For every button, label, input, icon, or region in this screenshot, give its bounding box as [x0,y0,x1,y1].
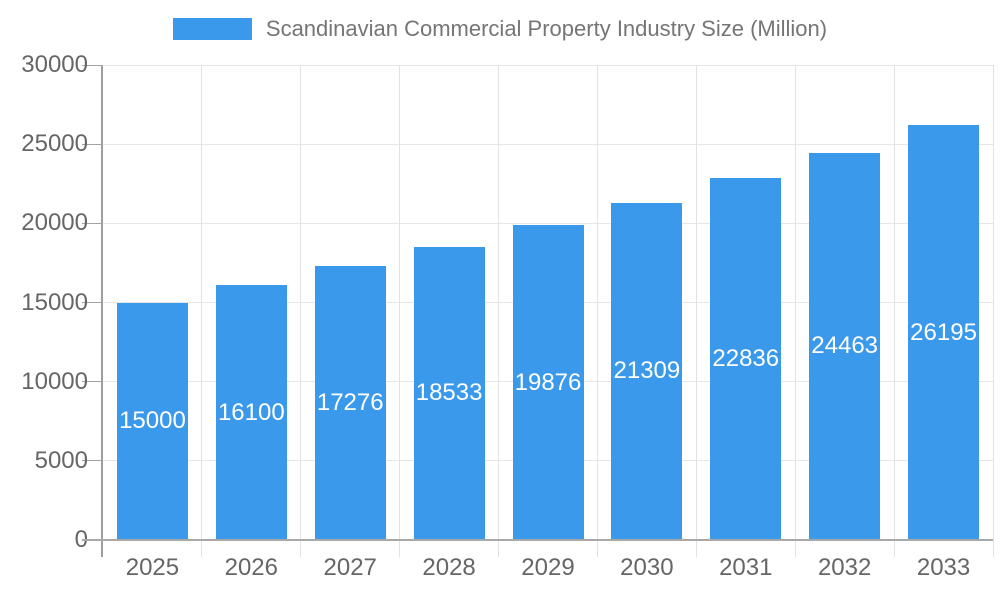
plot-area: 15000 16100 17276 18533 19876 21309 22836 24463… [82,64,994,557]
bar-value-label: 16100 [217,398,285,426]
gridline [103,143,993,145]
y-axis-tick [82,381,103,383]
x-axis-tick-label: 2030 [620,554,674,581]
bar-value-label: 18533 [415,379,483,407]
legend[interactable]: Scandinavian Commercial Property Industr… [0,16,1000,42]
bar-2031[interactable]: 22836 [710,178,782,540]
bar-value-label: 26195 [910,318,977,346]
x-axis-tick-label: 2027 [323,554,377,581]
bar-2026[interactable]: 16100 [215,285,287,540]
bar-2029[interactable]: 19876 [512,225,584,540]
bar-value-label: 17276 [316,389,384,417]
y-axis-tick-label: 25000 [21,130,88,158]
y-axis-tick-label: 15000 [21,288,88,316]
x-axis-tick-label: 2031 [719,554,773,581]
y-axis-tick-label: 20000 [21,209,88,237]
y-axis-tick [82,222,103,224]
x-axis-tick-label: 2028 [422,554,476,581]
category-boundary-line [201,65,203,557]
y-axis-tick-label: 0 [74,526,88,553]
bar-value-label: 19876 [514,368,582,396]
bar-2032[interactable]: 24463 [809,152,881,540]
y-axis-tick-label: 10000 [21,367,88,395]
y-axis-line [101,65,103,557]
bar-value-label: 24463 [811,332,879,360]
legend-label: Scandinavian Commercial Property Industr… [265,16,828,41]
bar-2028[interactable]: 18533 [413,246,485,540]
category-boundary-line [498,65,500,557]
y-axis-tick [82,143,103,145]
bar-value-label: 21309 [613,357,681,385]
x-axis-tick-label: 2033 [916,554,971,581]
bar-2030[interactable]: 21309 [611,202,683,540]
legend-swatch-icon [172,18,252,40]
x-axis-tick-label: 2025 [125,554,180,581]
gridline [103,222,993,224]
category-boundary-line [893,65,895,557]
x-axis-baseline [82,539,993,541]
category-boundary-line [794,65,796,557]
gridline [103,64,993,66]
category-boundary-line [992,65,994,557]
y-axis-tick [82,460,103,462]
bar-value-label: 15000 [119,407,186,435]
y-axis-tick [82,302,103,303]
x-axis-tick-label: 2029 [521,554,575,581]
category-boundary-line [695,65,697,557]
bar-2033[interactable]: 26195 [908,125,980,540]
bar-value-label: 22836 [712,345,780,373]
category-boundary-line [399,65,401,557]
bar-2025[interactable]: 15000 [116,302,188,540]
x-axis-tick-label: 2026 [224,554,278,581]
category-boundary-line [300,65,302,557]
x-axis-tick-label: 2032 [817,554,872,581]
category-boundary-line [596,65,598,557]
bar-2027[interactable]: 17276 [314,266,386,540]
y-axis-tick-label: 30000 [21,51,88,78]
y-axis-tick-label: 5000 [34,446,88,474]
y-axis-tick [82,64,103,66]
